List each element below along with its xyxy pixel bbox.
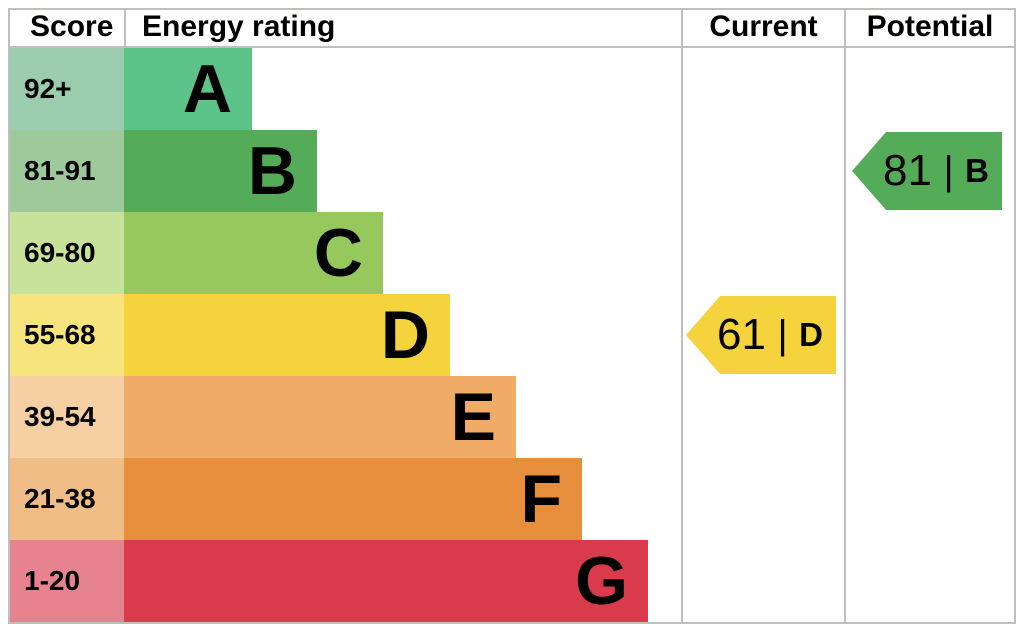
band-bar-b: B <box>124 130 317 212</box>
potential-cell-c <box>844 212 1014 294</box>
band-bar-c: C <box>124 212 383 294</box>
potential-score-value: 81 <box>883 146 932 195</box>
current-cell-f <box>681 458 844 540</box>
current-cell-a <box>681 48 844 130</box>
current-cell-c <box>681 212 844 294</box>
header-score: Score <box>30 10 114 43</box>
epc-rating-chart: Score Energy rating Current Potential 92… <box>8 8 1016 624</box>
band-letter-d: D <box>380 297 430 373</box>
potential-cell-g <box>844 540 1014 622</box>
band-letter-a: A <box>182 51 232 127</box>
band-letter-f: F <box>520 461 562 537</box>
band-bar-d: D <box>124 294 450 376</box>
band-row-c: 69-80 C <box>10 212 1014 294</box>
current-cell-b <box>681 130 844 212</box>
score-range-f: 21-38 <box>10 458 124 540</box>
rating-cell-f: F <box>124 458 681 540</box>
rating-cell-b: B <box>124 130 681 212</box>
band-bar-g: G <box>124 540 648 622</box>
current-score-value: 61 <box>717 310 766 359</box>
score-range-g: 1-20 <box>10 540 124 622</box>
band-bar-f: F <box>124 458 582 540</box>
score-range-a: 92+ <box>10 48 124 130</box>
header-energy-rating: Energy rating <box>124 10 681 46</box>
rating-cell-g: G <box>124 540 681 622</box>
header-current: Current <box>681 10 844 46</box>
rating-cell-a: A <box>124 48 681 130</box>
header-row: Score Energy rating Current Potential <box>10 10 1014 48</box>
current-cell-g <box>681 540 844 622</box>
band-letter-e: E <box>450 379 496 455</box>
band-letter-g: G <box>575 543 628 619</box>
potential-cell-b: 81 | B <box>844 130 1014 212</box>
header-potential: Potential <box>844 10 1014 46</box>
rating-cell-d: D <box>124 294 681 376</box>
score-range-e: 39-54 <box>10 376 124 458</box>
band-letter-b: B <box>247 133 297 209</box>
band-row-g: 1-20 G <box>10 540 1014 622</box>
potential-cell-e <box>844 376 1014 458</box>
band-row-d: 55-68 D 61 | D <box>10 294 1014 376</box>
rating-cell-e: E <box>124 376 681 458</box>
potential-cell-f <box>844 458 1014 540</box>
score-range-b: 81-91 <box>10 130 124 212</box>
current-rating-arrow: 61 | D <box>686 296 836 374</box>
potential-cell-d <box>844 294 1014 376</box>
current-band-letter: D <box>799 316 823 353</box>
band-row-e: 39-54 E <box>10 376 1014 458</box>
pipe-separator-icon: | <box>943 148 954 193</box>
current-cell-e <box>681 376 844 458</box>
rating-cell-c: C <box>124 212 681 294</box>
potential-rating-arrow: 81 | B <box>852 132 1002 210</box>
band-bar-e: E <box>124 376 516 458</box>
score-range-c: 69-80 <box>10 212 124 294</box>
pipe-separator-icon: | <box>777 312 788 357</box>
band-bar-a: A <box>124 48 252 130</box>
band-row-a: 92+ A <box>10 48 1014 130</box>
score-range-d: 55-68 <box>10 294 124 376</box>
band-row-b: 81-91 B 81 | B <box>10 130 1014 212</box>
band-row-f: 21-38 F <box>10 458 1014 540</box>
potential-band-letter: B <box>965 152 989 189</box>
potential-cell-a <box>844 48 1014 130</box>
current-cell-d: 61 | D <box>681 294 844 376</box>
band-letter-c: C <box>313 215 363 291</box>
